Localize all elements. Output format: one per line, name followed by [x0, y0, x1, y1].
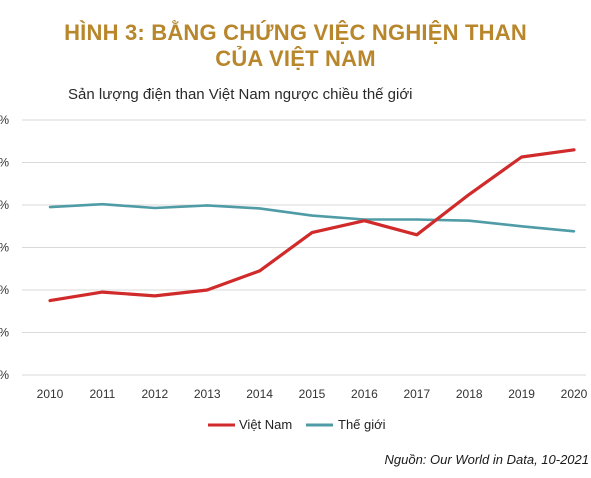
legend-label: Thế giới [338, 417, 386, 432]
y-axis-ticks: %%%%%%% [0, 113, 9, 382]
chart-subtitle: Sản lượng điện than Việt Nam ngược chiều… [68, 86, 413, 103]
gridlines [22, 119, 586, 376]
series-line-the-gioi [48, 202, 576, 233]
x-tick-label: 2019 [508, 387, 535, 401]
chart-title: HÌNH 3: BẰNG CHỨNG VIỆC NGHIỆN THAN CỦA … [0, 20, 591, 72]
y-tick-label: % [0, 241, 9, 255]
y-tick-label: % [0, 283, 9, 297]
series-lines [48, 148, 576, 303]
x-tick-label: 2015 [299, 387, 326, 401]
x-tick-label: 2018 [456, 387, 483, 401]
x-axis-ticks: 2010 2011 2012 2013 2014 2015 2016 2017 2018 2019… [37, 387, 588, 401]
x-tick-label: 2016 [351, 387, 378, 401]
x-tick-label: 2013 [194, 387, 221, 401]
legend: Việt Nam Thế giới [208, 417, 386, 432]
y-tick-label: % [0, 156, 9, 170]
x-tick-label: 2017 [403, 387, 430, 401]
y-tick-label: % [0, 198, 9, 212]
x-tick-label: 2011 [89, 387, 115, 401]
x-tick-label: 2020 [561, 387, 588, 401]
legend-label: Việt Nam [239, 417, 292, 432]
x-tick-label: 2010 [37, 387, 64, 401]
series-line-viet-nam [48, 148, 576, 303]
y-tick-label: % [0, 326, 9, 340]
x-tick-label: 2012 [141, 387, 168, 401]
y-tick-label: % [0, 368, 9, 382]
source-note: Nguồn: Our World in Data, 10-2021 [384, 452, 590, 467]
x-tick-label: 2014 [246, 387, 273, 401]
chart-title-line-2: CỦA VIỆT NAM [215, 46, 376, 71]
chart-title-line-1: HÌNH 3: BẰNG CHỨNG VIỆC NGHIỆN THAN [64, 20, 527, 45]
y-tick-label: % [0, 113, 9, 127]
